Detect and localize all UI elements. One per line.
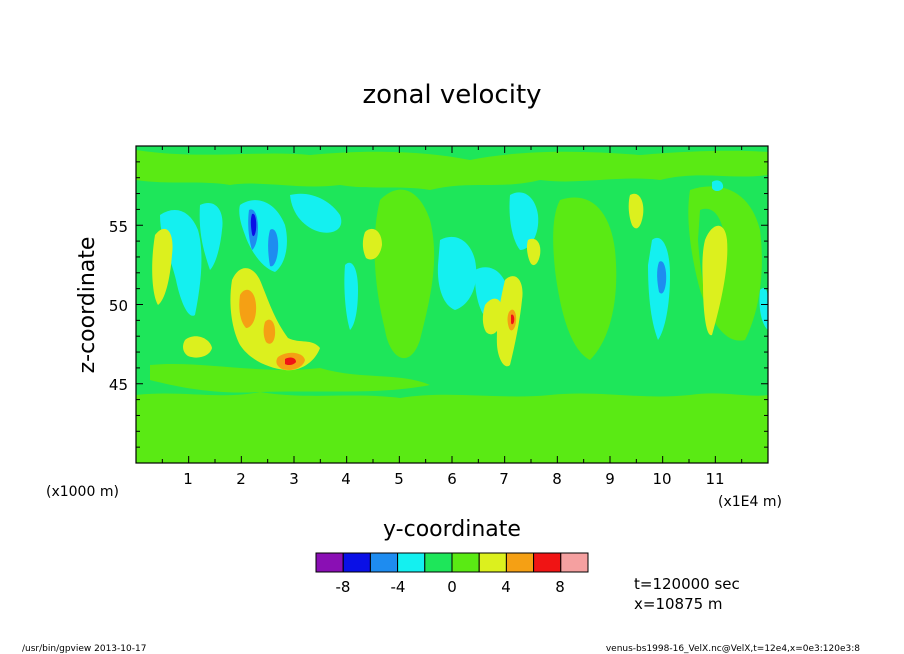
contour-region bbox=[344, 262, 358, 330]
x-tick-label: 2 bbox=[236, 470, 246, 488]
colorbar bbox=[315, 552, 589, 573]
contour-region bbox=[136, 392, 768, 463]
contour-region bbox=[268, 229, 279, 267]
contour-region bbox=[239, 289, 257, 328]
colorbar-tick-label: -8 bbox=[336, 578, 351, 596]
colorbar-swatch bbox=[478, 552, 507, 573]
contour-region bbox=[374, 189, 435, 359]
time-annotation: t=120000 sec bbox=[634, 575, 740, 593]
y-tick-label: 50 bbox=[109, 297, 128, 315]
colorbar-swatch bbox=[342, 552, 371, 573]
y-tick-labels: 45 50 55 bbox=[109, 218, 128, 394]
colorbar-swatch bbox=[315, 552, 344, 573]
x-tick-label: 11 bbox=[705, 470, 724, 488]
x-tick-label: 10 bbox=[652, 470, 671, 488]
contour-region bbox=[553, 197, 617, 360]
colorbar-swatch bbox=[451, 552, 480, 573]
contour-region bbox=[712, 180, 724, 191]
y-tick-label: 45 bbox=[109, 376, 128, 394]
x-tick-label: 4 bbox=[341, 470, 351, 488]
x-tick-label: 8 bbox=[552, 470, 562, 488]
contour-region bbox=[509, 192, 539, 250]
contour-region bbox=[702, 225, 728, 336]
colorbar-tick-label: 0 bbox=[447, 578, 457, 596]
contour-region bbox=[150, 363, 430, 393]
colorbar-tick-label: 4 bbox=[501, 578, 511, 596]
x-tick-label: 9 bbox=[605, 470, 615, 488]
colorbar-swatch bbox=[560, 552, 589, 573]
colorbar-swatch bbox=[424, 552, 453, 573]
colorbar-swatch bbox=[533, 552, 562, 573]
contour-field bbox=[136, 146, 768, 463]
x-tick-label: 3 bbox=[289, 470, 299, 488]
y-scale-note: (x1000 m) bbox=[46, 484, 119, 500]
axes bbox=[135, 145, 769, 464]
contour-region bbox=[199, 202, 223, 270]
contour-region bbox=[183, 336, 212, 358]
y-axis-label: z-coordinate bbox=[75, 237, 100, 374]
colorbar-swatch bbox=[369, 552, 399, 573]
colorbar-tick-label: 8 bbox=[555, 578, 565, 596]
x-tick-label: 1 bbox=[183, 470, 193, 488]
x-scale-note: (x1E4 m) bbox=[718, 494, 782, 510]
chart-title: zonal velocity bbox=[362, 80, 541, 110]
footer-right: venus-bs1998-16_VelX.nc@VelX,t=12e4,x=0e… bbox=[606, 644, 860, 654]
contour-region bbox=[285, 357, 296, 366]
contour-region bbox=[437, 236, 477, 310]
colorbar-swatch bbox=[505, 552, 535, 573]
contour-region bbox=[657, 261, 667, 294]
contour-region bbox=[628, 193, 644, 229]
position-annotation: x=10875 m bbox=[634, 595, 723, 613]
contour-region bbox=[290, 193, 342, 233]
colorbar-swatch bbox=[397, 552, 426, 573]
y-tick-label: 55 bbox=[109, 218, 128, 236]
x-tick-label: 5 bbox=[394, 470, 404, 488]
contour-region bbox=[362, 228, 382, 260]
x-tick-labels: 1 2 3 4 5 6 7 8 9 10 11 bbox=[183, 470, 724, 488]
contour-region bbox=[152, 228, 173, 305]
contour-region bbox=[759, 288, 768, 330]
colorbar-tick-label: -4 bbox=[391, 578, 406, 596]
contour-region bbox=[526, 238, 541, 266]
x-tick-label: 6 bbox=[447, 470, 457, 488]
contour-region bbox=[230, 268, 320, 371]
colorbar-labels: -8 -4 0 4 8 bbox=[336, 578, 565, 596]
contour-region bbox=[136, 150, 768, 190]
contour-region bbox=[263, 319, 276, 344]
footer-left: /usr/bin/gpview 2013-10-17 bbox=[22, 644, 146, 654]
contour-region bbox=[511, 314, 515, 325]
contour-region bbox=[250, 213, 257, 237]
x-tick-label: 7 bbox=[499, 470, 509, 488]
x-axis-label: y-coordinate bbox=[383, 517, 521, 542]
